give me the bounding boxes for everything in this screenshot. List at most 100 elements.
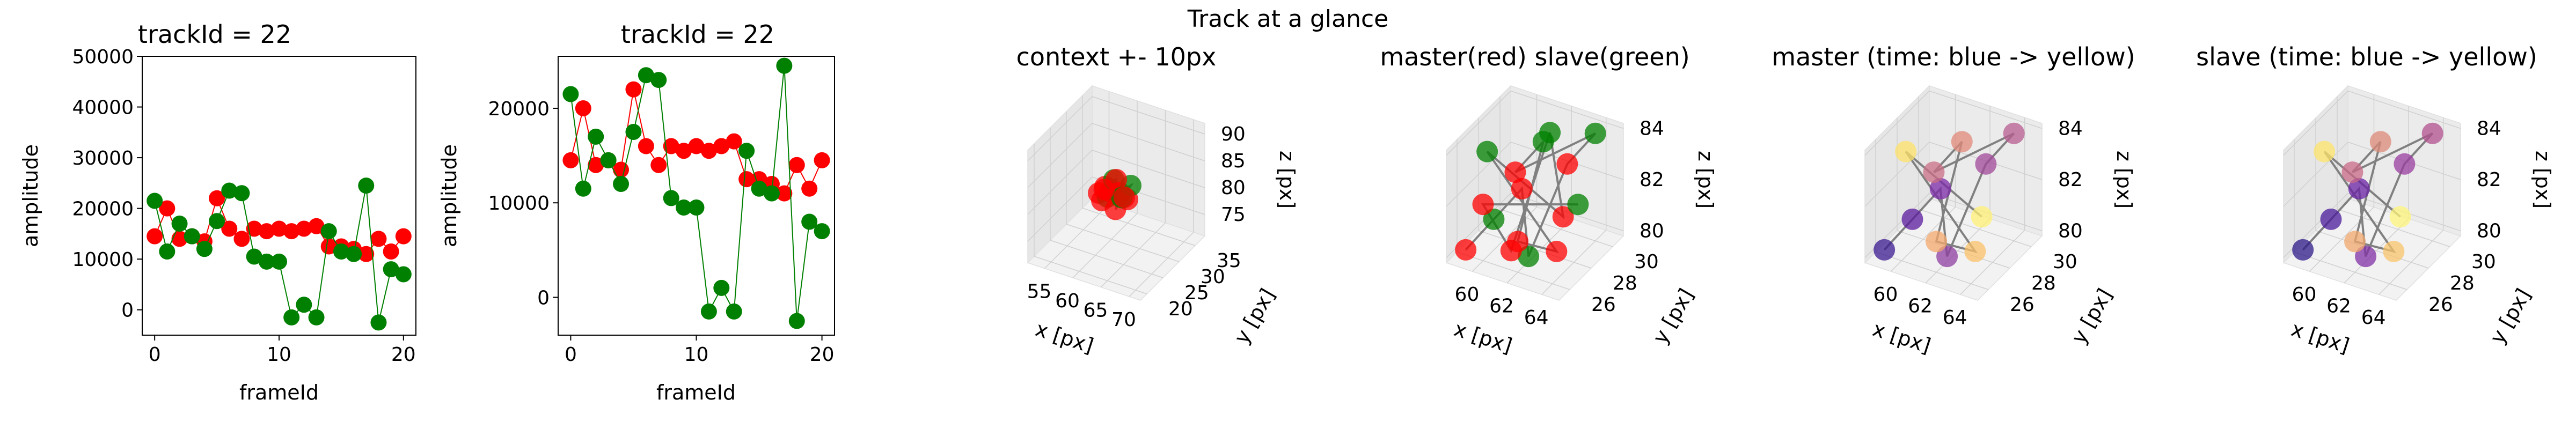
y-tick-label: 20 bbox=[1168, 298, 1193, 320]
grid-line bbox=[1100, 222, 1166, 288]
grid-line bbox=[2347, 90, 2461, 129]
x-tick-label: 20 bbox=[391, 344, 416, 366]
data-point bbox=[2292, 239, 2314, 261]
y-tick-label: 40000 bbox=[72, 97, 134, 119]
data-point bbox=[258, 223, 275, 240]
y-tick-label: 35 bbox=[1217, 250, 1241, 272]
x-tick-label: 60 bbox=[1874, 284, 1898, 306]
panel-2-frame bbox=[558, 56, 835, 336]
y-tick-label: 20000 bbox=[72, 198, 134, 220]
data-point bbox=[2355, 246, 2377, 268]
data-point bbox=[2348, 177, 2370, 199]
data-point bbox=[1511, 177, 1533, 199]
data-point bbox=[700, 303, 717, 320]
z-tick-label: 80 bbox=[1221, 177, 1246, 199]
data-point bbox=[233, 185, 250, 202]
data-point bbox=[271, 220, 287, 237]
data-point bbox=[713, 138, 730, 154]
data-point bbox=[171, 216, 188, 232]
data-point bbox=[1504, 161, 1526, 183]
data-point bbox=[575, 100, 591, 116]
data-point bbox=[283, 309, 300, 326]
grid-line bbox=[2337, 209, 2450, 247]
data-point bbox=[650, 157, 667, 173]
grid-line bbox=[1457, 252, 1570, 290]
y-axis-label: y [px] bbox=[2067, 285, 2117, 348]
data-point bbox=[209, 213, 225, 230]
data-point bbox=[1926, 231, 1948, 253]
data-point bbox=[814, 223, 830, 240]
data-point bbox=[233, 231, 250, 247]
data-point bbox=[246, 248, 262, 265]
data-point bbox=[663, 138, 679, 154]
x-tick-label: 64 bbox=[2361, 307, 2386, 329]
data-point bbox=[1546, 240, 1568, 262]
panel-1-ticks: 0 10 20 0 10000 20000 30000 40000 50000 bbox=[72, 46, 415, 366]
z-axis-label: z [px] bbox=[1275, 151, 1299, 209]
z-tick-label: 84 bbox=[2477, 118, 2501, 140]
y-tick-label: 28 bbox=[2450, 272, 2475, 294]
panel-2-ylabel: amplitude bbox=[437, 144, 461, 247]
data-point bbox=[562, 86, 579, 102]
panel-6-title: slave (time: blue -> yellow) bbox=[2196, 42, 2537, 71]
data-point bbox=[1483, 208, 1505, 230]
panel-1-ylabel: amplitude bbox=[19, 144, 42, 247]
data-point bbox=[625, 124, 642, 140]
data-point bbox=[2320, 208, 2342, 230]
grid-line bbox=[1510, 90, 1624, 129]
grid-line bbox=[1027, 96, 1093, 161]
panel-2-xlabel: frameId bbox=[656, 381, 736, 404]
x-tick-label: 0 bbox=[565, 344, 577, 366]
z-tick-label: 84 bbox=[2058, 118, 2083, 140]
x-axis-label: x [px] bbox=[1451, 317, 1515, 358]
z-axis-label: z [px] bbox=[2112, 151, 2136, 209]
panel-1-xlabel: frameId bbox=[239, 381, 319, 404]
panel-2-title: trackId = 22 bbox=[621, 20, 774, 49]
panel-2-series bbox=[562, 57, 830, 329]
panel-1-series bbox=[147, 177, 412, 331]
data-point bbox=[1472, 194, 1494, 216]
grid-line bbox=[1129, 232, 1194, 297]
x-tick-label: 60 bbox=[1455, 284, 1480, 306]
grid-line bbox=[1864, 142, 1930, 207]
x-tick-label: 70 bbox=[1111, 309, 1136, 331]
grid-line bbox=[1092, 96, 1205, 135]
data-point bbox=[588, 128, 604, 145]
data-point bbox=[1552, 206, 1574, 228]
y-tick-label: 30 bbox=[1201, 266, 1225, 288]
data-point bbox=[246, 220, 262, 237]
grid-line bbox=[1875, 252, 1989, 290]
z-axis-label: z [px] bbox=[1694, 151, 1717, 209]
x-tick-label: 60 bbox=[1055, 290, 1080, 312]
data-point bbox=[638, 138, 654, 154]
grid-line bbox=[1864, 91, 1930, 156]
z-tick-label: 85 bbox=[1221, 150, 1246, 172]
grid-line bbox=[1044, 203, 1110, 269]
data-point bbox=[320, 238, 337, 255]
data-point bbox=[1114, 187, 1135, 208]
data-point bbox=[575, 180, 591, 197]
data-point bbox=[1539, 122, 1561, 144]
data-point bbox=[1500, 240, 1522, 262]
y-tick-label: 10000 bbox=[488, 193, 550, 214]
data-point bbox=[801, 180, 818, 197]
y-tick-label: 30 bbox=[1634, 251, 1659, 273]
data-point bbox=[1901, 208, 1923, 230]
z-tick-label: 82 bbox=[1640, 169, 1664, 191]
grid-line bbox=[1446, 91, 1511, 156]
y-tick-label: 20000 bbox=[488, 98, 550, 120]
x-tick-label: 10 bbox=[684, 344, 709, 366]
grid-line bbox=[2283, 91, 2348, 156]
data-point bbox=[346, 246, 362, 262]
data-point bbox=[1971, 206, 1993, 228]
y-tick-label: 28 bbox=[1613, 272, 1637, 294]
panel-amplitude-1: trackId = 22 0 10 20 0 10000 20000 30000 40000 5… bbox=[19, 20, 416, 404]
y-tick-label: 25 bbox=[1184, 282, 1209, 304]
data-point bbox=[751, 180, 767, 197]
data-point bbox=[383, 261, 399, 278]
z-tick-label: 84 bbox=[1640, 118, 1664, 140]
